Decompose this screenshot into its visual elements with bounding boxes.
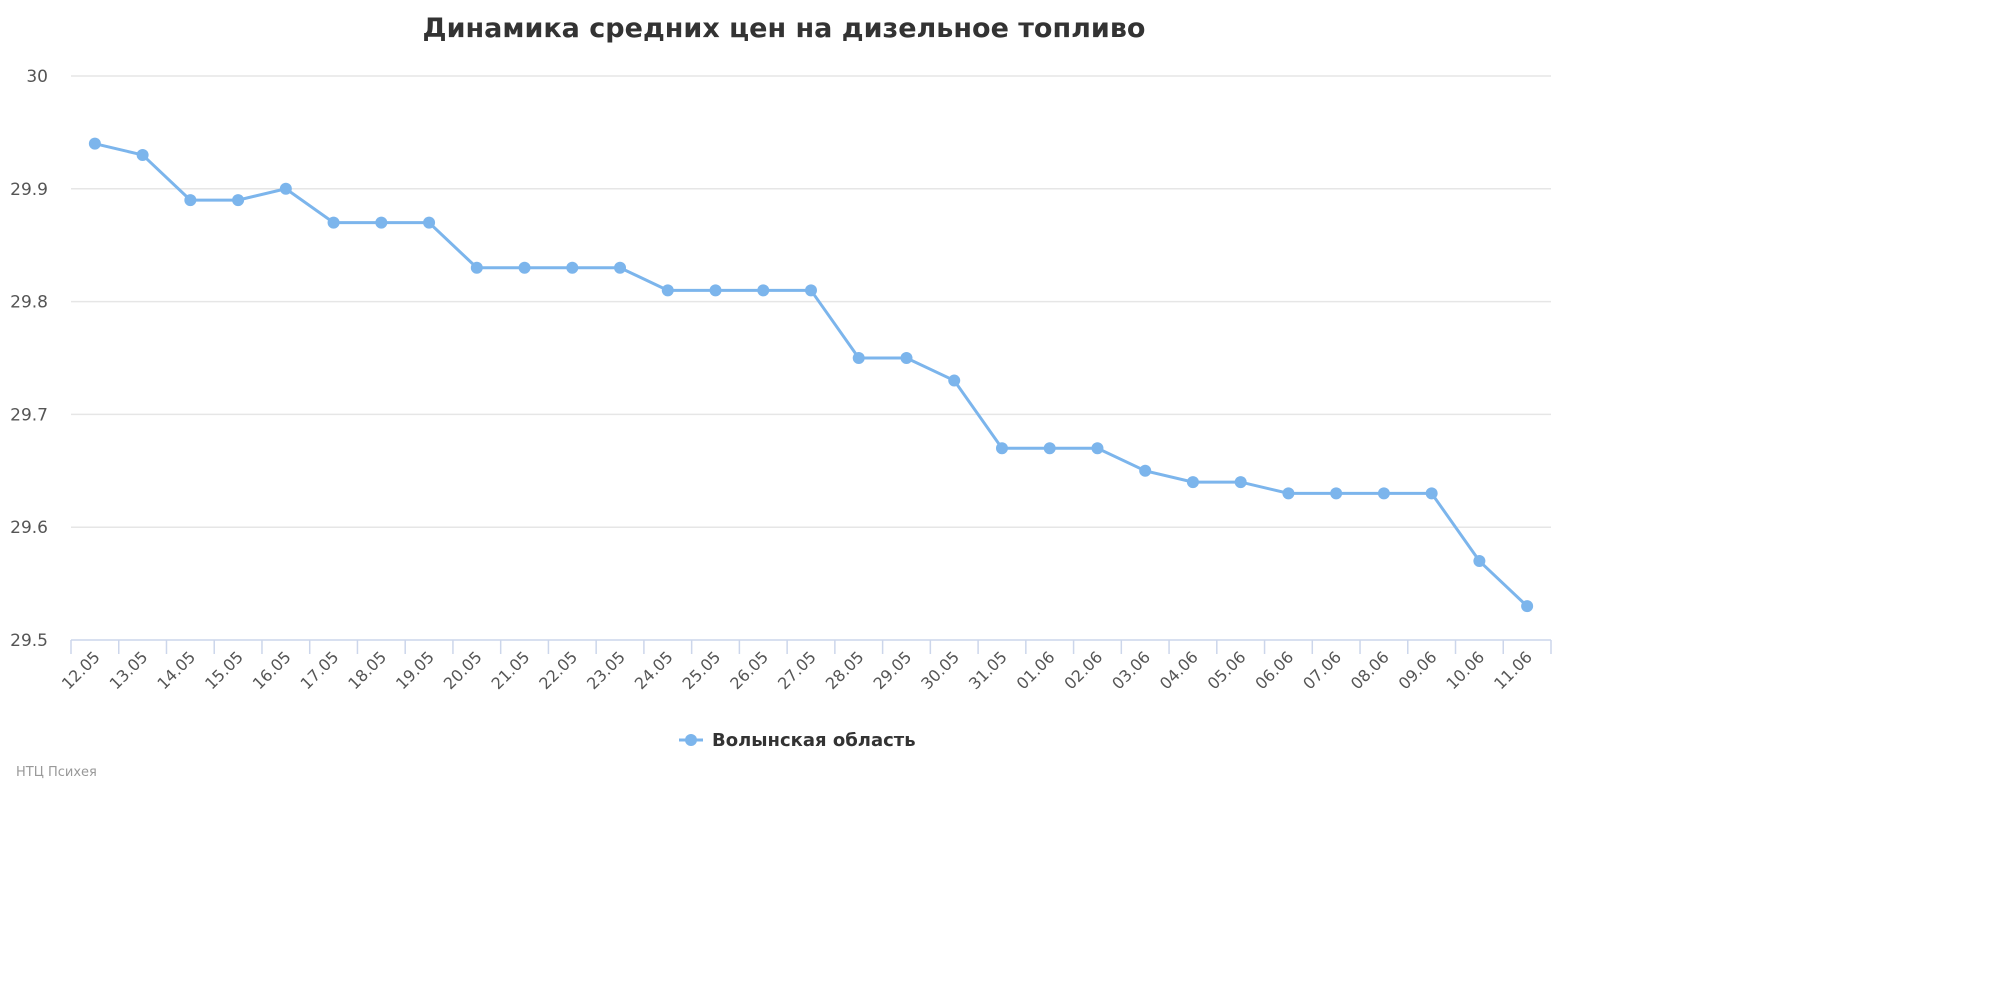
x-tick-label: 08.06 xyxy=(1347,647,1393,693)
x-tick-label: 26.05 xyxy=(726,647,772,693)
x-tick-label: 04.06 xyxy=(1156,647,1202,693)
series-line-volyn xyxy=(94,142,1529,608)
data-point[interactable] xyxy=(88,137,101,150)
data-point[interactable] xyxy=(327,216,340,229)
data-point[interactable] xyxy=(1330,487,1343,500)
x-axis-ticks xyxy=(70,640,1552,654)
x-tick-label: 19.05 xyxy=(392,647,438,693)
y-axis-tick-labels: 29.5 29.6 29.7 29.8 29.9 30 xyxy=(10,67,48,651)
data-point[interactable] xyxy=(1186,476,1199,489)
data-point[interactable] xyxy=(948,374,961,387)
data-point[interactable] xyxy=(1282,487,1295,500)
x-axis-tick-labels: 12.05 13.05 14.05 15.05 16.05 17.05 18.05 19.05… xyxy=(58,647,1536,693)
data-point[interactable] xyxy=(757,284,770,297)
x-tick-label: 01.06 xyxy=(1013,647,1059,693)
data-point[interactable] xyxy=(1234,476,1247,489)
x-tick-label: 16.05 xyxy=(249,647,295,693)
data-point[interactable] xyxy=(1091,442,1104,455)
data-point[interactable] xyxy=(232,194,245,207)
data-point[interactable] xyxy=(1473,555,1486,568)
y-tick-label: 29.9 xyxy=(10,180,48,200)
x-tick-label: 15.05 xyxy=(201,647,247,693)
x-tick-label: 30.05 xyxy=(917,647,963,693)
x-tick-label: 14.05 xyxy=(153,647,199,693)
x-tick-label: 27.05 xyxy=(774,647,820,693)
data-point[interactable] xyxy=(375,216,388,229)
x-tick-label: 07.06 xyxy=(1299,647,1345,693)
data-point[interactable] xyxy=(184,194,197,207)
chart-title: Динамика средних цен на дизельное топлив… xyxy=(423,13,1146,44)
data-point[interactable] xyxy=(1425,487,1438,500)
x-tick-label: 09.06 xyxy=(1395,647,1441,693)
legend[interactable]: Волынская область xyxy=(679,730,916,751)
data-point[interactable] xyxy=(423,216,436,229)
data-point[interactable] xyxy=(661,284,674,297)
x-tick-label: 31.05 xyxy=(965,647,1011,693)
data-point[interactable] xyxy=(614,261,627,274)
data-point[interactable] xyxy=(1377,487,1390,500)
chart-credit[interactable]: НТЦ Психея xyxy=(16,765,97,780)
y-tick-label: 29.8 xyxy=(10,293,48,313)
x-tick-label: 23.05 xyxy=(583,647,629,693)
series-points xyxy=(88,137,1534,613)
y-tick-label: 29.7 xyxy=(10,405,48,425)
data-point[interactable] xyxy=(136,148,149,161)
x-tick-label: 03.06 xyxy=(1108,647,1154,693)
data-point[interactable] xyxy=(518,261,531,274)
data-point[interactable] xyxy=(900,352,913,364)
data-point[interactable] xyxy=(279,182,292,195)
data-point[interactable] xyxy=(566,261,579,274)
x-tick-label: 18.05 xyxy=(344,647,390,693)
y-tick-label: 29.5 xyxy=(10,631,48,651)
legend-marker-dot xyxy=(685,734,697,746)
x-tick-label: 22.05 xyxy=(535,647,581,693)
x-tick-label: 13.05 xyxy=(106,647,152,693)
line-chart: Динамика средних цен на дизельное топлив… xyxy=(10,13,1552,780)
data-point[interactable] xyxy=(1521,600,1534,613)
grid-lines xyxy=(71,75,1551,528)
x-tick-label: 10.06 xyxy=(1442,647,1488,693)
data-point[interactable] xyxy=(1139,464,1152,477)
x-tick-label: 25.05 xyxy=(679,647,725,693)
x-tick-label: 17.05 xyxy=(297,647,343,693)
data-point[interactable] xyxy=(1043,442,1056,455)
x-tick-label: 21.05 xyxy=(488,647,534,693)
x-tick-label: 20.05 xyxy=(440,647,486,693)
legend-label[interactable]: Волынская область xyxy=(712,730,916,751)
data-point[interactable] xyxy=(470,261,483,274)
x-tick-label: 06.06 xyxy=(1251,647,1297,693)
y-tick-label: 29.6 xyxy=(10,518,48,538)
x-tick-label: 11.06 xyxy=(1490,647,1536,693)
x-tick-label: 29.05 xyxy=(869,647,915,693)
data-point[interactable] xyxy=(805,284,817,297)
x-tick-label: 28.05 xyxy=(822,647,868,693)
x-tick-label: 12.05 xyxy=(58,647,104,693)
data-point[interactable] xyxy=(852,352,865,364)
x-tick-label: 02.06 xyxy=(1060,647,1106,693)
y-tick-label: 30 xyxy=(26,67,48,87)
x-tick-label: 24.05 xyxy=(631,647,677,693)
data-point[interactable] xyxy=(709,284,722,297)
x-tick-label: 05.06 xyxy=(1204,647,1250,693)
data-point[interactable] xyxy=(995,442,1008,455)
